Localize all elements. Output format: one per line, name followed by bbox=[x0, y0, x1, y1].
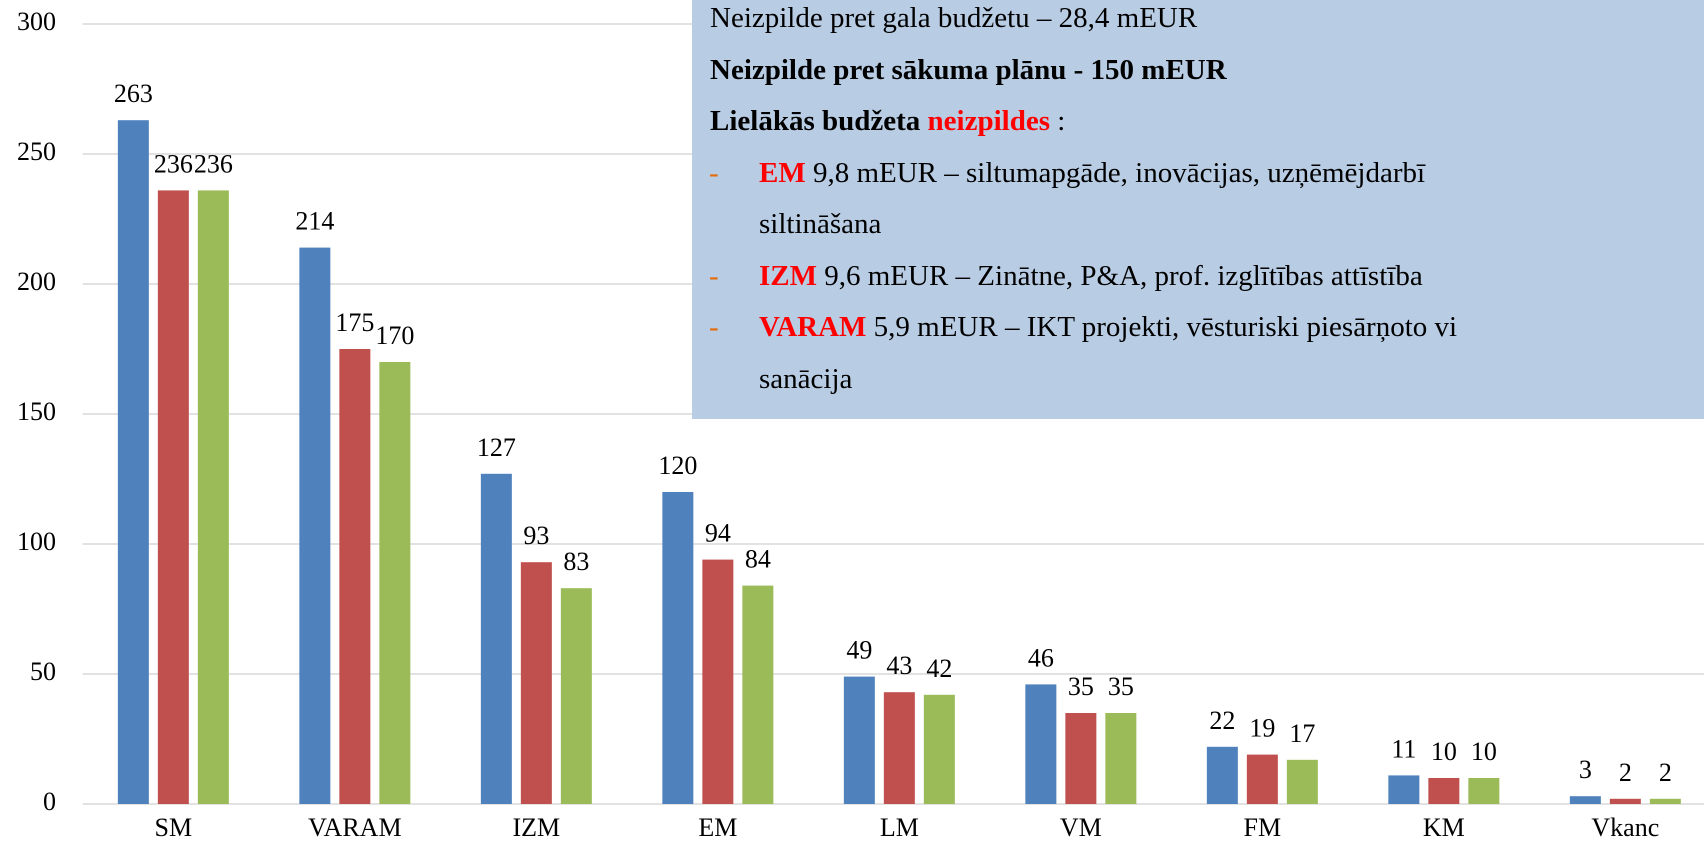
x-tick-label: VM bbox=[1060, 813, 1102, 842]
data-label: 263 bbox=[114, 79, 153, 108]
annotation-text: Neizpilde pret sākuma plānu - 150 mEUR bbox=[710, 53, 1227, 86]
annotation-line: Neizpilde pret sākuma plānu - 150 mEUR bbox=[710, 54, 1227, 87]
bar bbox=[1065, 713, 1097, 804]
annotation-text: VARAM bbox=[759, 311, 867, 343]
bar bbox=[379, 362, 411, 804]
x-tick-label: KM bbox=[1423, 813, 1465, 842]
bar bbox=[1388, 775, 1420, 804]
annotation-text: 9,6 mEUR – Zinātne, P&A, prof. izglītība… bbox=[817, 259, 1423, 292]
bar bbox=[662, 492, 694, 804]
data-label: 3 bbox=[1579, 755, 1592, 784]
data-label: 22 bbox=[1209, 706, 1235, 735]
data-label: 35 bbox=[1108, 672, 1134, 701]
data-label: 10 bbox=[1431, 737, 1457, 766]
data-label: 94 bbox=[705, 519, 731, 548]
bar bbox=[1246, 754, 1278, 804]
data-label: 84 bbox=[745, 545, 771, 574]
x-tick-label: LM bbox=[880, 813, 919, 842]
data-label: 175 bbox=[335, 308, 374, 337]
bar bbox=[1569, 796, 1601, 804]
data-label: 11 bbox=[1391, 734, 1416, 763]
bar bbox=[520, 562, 552, 804]
y-tick-label: 250 bbox=[17, 137, 56, 166]
bar bbox=[480, 473, 512, 804]
x-tick-label: Vkanc bbox=[1591, 813, 1659, 842]
data-label: 42 bbox=[926, 654, 952, 683]
bar bbox=[1105, 713, 1137, 804]
annotation-text: 9,8 mEUR – siltumapgāde, inovācijas, uzņ… bbox=[805, 156, 1426, 189]
annotation-line: siltināšana bbox=[759, 208, 881, 241]
data-label: 127 bbox=[477, 433, 516, 462]
annotation-text: 5,9 mEUR – IKT projekti, vēsturiski pies… bbox=[866, 311, 1458, 343]
bar bbox=[560, 588, 592, 804]
bar bbox=[883, 692, 915, 804]
x-tick-label: EM bbox=[698, 813, 737, 842]
data-label: 120 bbox=[658, 451, 697, 480]
y-tick-label: 150 bbox=[17, 397, 56, 426]
bar bbox=[702, 559, 734, 804]
data-label: 17 bbox=[1289, 719, 1315, 748]
bar bbox=[1025, 684, 1057, 804]
y-tick-label: 200 bbox=[17, 267, 56, 296]
x-tick-label: SM bbox=[155, 813, 193, 842]
y-tick-label: 0 bbox=[43, 787, 56, 816]
y-tick-label: 300 bbox=[17, 7, 56, 36]
annotation-text: EM bbox=[759, 156, 806, 189]
annotation-text: neizpildes bbox=[927, 105, 1050, 137]
data-label: 49 bbox=[846, 636, 872, 665]
bar bbox=[742, 585, 774, 804]
data-label: 10 bbox=[1471, 737, 1497, 766]
bar bbox=[923, 694, 955, 804]
bar bbox=[339, 349, 371, 804]
y-tick-label: 50 bbox=[30, 657, 56, 686]
bar bbox=[1468, 778, 1500, 804]
bar bbox=[1649, 798, 1681, 804]
bar bbox=[157, 190, 189, 804]
data-label: 93 bbox=[523, 521, 549, 550]
bar bbox=[299, 247, 331, 805]
data-label: 43 bbox=[886, 651, 912, 680]
data-label: 35 bbox=[1068, 672, 1094, 701]
bar bbox=[1286, 759, 1318, 804]
annotation-text: IZM bbox=[759, 259, 817, 292]
annotation-line: Neizpilde pret gala budžetu – 28,4 mEUR bbox=[710, 2, 1197, 35]
annotation-line: IZM 9,6 mEUR – Zinātne, P&A, prof. izglī… bbox=[759, 260, 1423, 293]
data-label: 2 bbox=[1619, 758, 1632, 787]
data-label: 46 bbox=[1028, 643, 1054, 672]
bullet: - bbox=[709, 259, 719, 292]
bar bbox=[1206, 746, 1238, 804]
annotation-text: : bbox=[1050, 105, 1066, 137]
x-tick-label: VARAM bbox=[308, 813, 401, 842]
annotation-line: sanācija bbox=[759, 363, 852, 396]
bar bbox=[197, 190, 229, 804]
x-tick-label: FM bbox=[1244, 813, 1282, 842]
bar bbox=[1428, 778, 1460, 804]
annotation-text: sanācija bbox=[759, 362, 853, 395]
annotation-text: Lielākās budžeta bbox=[710, 105, 928, 137]
data-label: 214 bbox=[295, 207, 334, 236]
data-label: 236 bbox=[154, 149, 193, 178]
annotation-line: EM 9,8 mEUR – siltumapgāde, inovācijas, … bbox=[759, 157, 1425, 190]
annotation-line: VARAM 5,9 mEUR – IKT projekti, vēsturisk… bbox=[759, 311, 1457, 344]
annotation-text: siltināšana bbox=[759, 208, 882, 240]
bullet: - bbox=[709, 311, 719, 343]
annotation-box: Neizpilde pret gala budžetu – 28,4 mEUR N… bbox=[692, 0, 1704, 419]
data-label: 236 bbox=[194, 149, 233, 178]
data-label: 170 bbox=[375, 321, 414, 350]
bar bbox=[843, 676, 875, 804]
x-tick-label: IZM bbox=[513, 813, 561, 842]
y-tick-label: 100 bbox=[17, 527, 56, 556]
annotation-line: Lielākās budžeta neizpildes : bbox=[710, 105, 1065, 138]
bar bbox=[117, 120, 149, 804]
bullet: - bbox=[709, 156, 719, 189]
bar bbox=[1609, 798, 1641, 804]
data-label: 83 bbox=[563, 547, 589, 576]
data-label: 2 bbox=[1659, 758, 1672, 787]
data-label: 19 bbox=[1249, 714, 1275, 743]
annotation-text: Neizpilde pret gala budžetu – 28,4 mEUR bbox=[710, 2, 1198, 34]
